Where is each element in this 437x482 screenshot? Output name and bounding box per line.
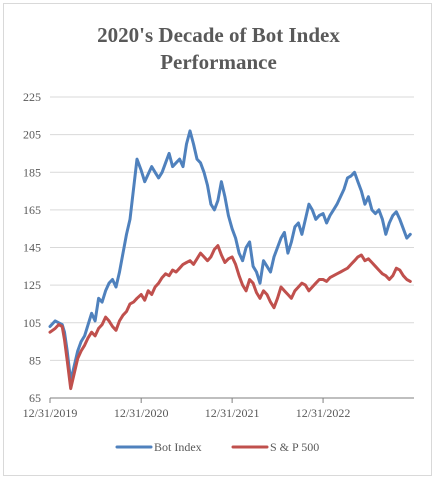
y-tick-label: 65 xyxy=(29,391,41,405)
x-tick-label: 12/31/2020 xyxy=(114,406,169,420)
chart-frame xyxy=(3,3,432,476)
x-tick-label: 12/31/2019 xyxy=(23,406,78,420)
x-axis: 12/31/2019 12/31/2020 12/31/2021 12/31/2022 xyxy=(23,397,414,420)
series-lines xyxy=(48,129,412,391)
y-axis-ticks: 65 85 105 125 145 165 185 205 225 xyxy=(23,90,41,405)
y-tick-label: 165 xyxy=(23,203,41,217)
legend-label-s-p-500: S & P 500 xyxy=(270,440,319,454)
series-line-bot-index xyxy=(48,129,412,383)
gridlines xyxy=(50,96,414,361)
legend: Bot Index S & P 500 xyxy=(115,440,319,454)
y-tick-label: 225 xyxy=(23,90,41,104)
y-tick-label: 85 xyxy=(29,353,41,367)
chart-title: 2020's Decade of Bot Index Performance xyxy=(0,22,437,76)
y-tick-label: 145 xyxy=(23,241,41,255)
series-line-s-p-500 xyxy=(48,244,412,391)
y-tick-label: 105 xyxy=(23,316,41,330)
x-tick-label: 12/31/2022 xyxy=(296,406,351,420)
x-tick-label: 12/31/2021 xyxy=(205,406,260,420)
y-tick-label: 125 xyxy=(23,278,41,292)
y-tick-label: 205 xyxy=(23,128,41,142)
legend-label-bot-index: Bot Index xyxy=(154,440,202,454)
chart-title-line-1: 2020's Decade of Bot Index xyxy=(97,23,340,47)
y-tick-label: 185 xyxy=(23,165,41,179)
chart-title-line-2: Performance xyxy=(160,50,277,74)
